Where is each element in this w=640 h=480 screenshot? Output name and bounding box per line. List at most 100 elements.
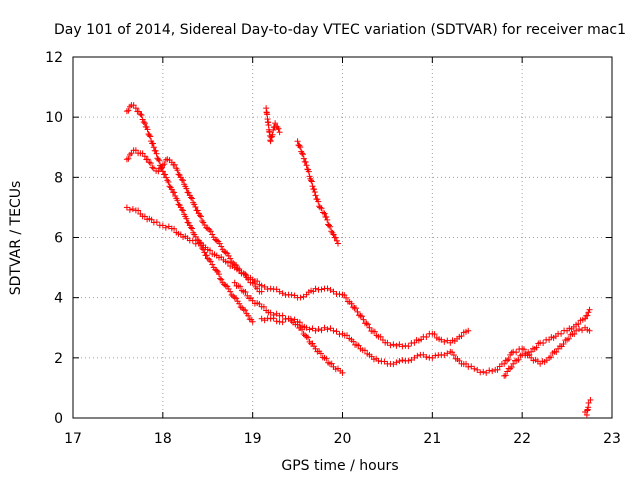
data-point [254, 278, 261, 285]
data-point [204, 225, 211, 232]
data-point [360, 316, 367, 323]
data-point [585, 309, 592, 316]
data-point [183, 185, 190, 192]
data-point [139, 116, 146, 123]
data-point [249, 318, 256, 325]
data-point [222, 282, 229, 289]
data-point [300, 330, 307, 337]
data-point [163, 174, 170, 181]
data-point [270, 315, 277, 322]
data-point [502, 372, 509, 379]
data-point [328, 360, 335, 367]
data-point [584, 312, 591, 319]
data-point [303, 333, 310, 340]
data-point [166, 183, 173, 190]
data-point [308, 177, 315, 184]
data-point [489, 368, 496, 375]
data-point [225, 285, 232, 292]
data-point [505, 356, 512, 363]
data-point [355, 312, 362, 319]
data-point [123, 108, 130, 115]
data-point [227, 288, 234, 295]
data-point [504, 368, 511, 375]
data-point [189, 195, 196, 202]
data-point [571, 331, 578, 338]
data-point [366, 324, 373, 331]
data-point [586, 327, 593, 334]
x-tick-label: 20 [334, 431, 352, 447]
data-point [377, 333, 384, 340]
data-point [200, 219, 207, 226]
data-point [299, 326, 306, 333]
data-point [441, 338, 448, 345]
data-point [390, 341, 397, 348]
data-point [178, 206, 185, 213]
data-point [405, 357, 412, 364]
data-point [533, 344, 540, 351]
data-point [324, 326, 331, 333]
data-point [209, 261, 216, 268]
data-point [349, 304, 356, 311]
data-point [138, 112, 145, 119]
data-point [560, 340, 567, 347]
data-point [217, 275, 224, 282]
data-point [269, 131, 276, 138]
data-point [575, 321, 582, 328]
data-point [540, 340, 547, 347]
y-tick-label: 4 [54, 291, 63, 307]
data-point [270, 127, 277, 134]
data-point [465, 327, 472, 334]
data-point [207, 228, 214, 235]
y-tick-label: 10 [45, 110, 63, 126]
data-point [321, 210, 328, 217]
data-point [236, 300, 243, 307]
data-point [480, 368, 487, 375]
data-point [508, 364, 515, 371]
data-point [162, 171, 169, 178]
data-point [204, 255, 211, 262]
data-point [279, 312, 286, 319]
data-point [305, 168, 312, 175]
data-point [343, 294, 350, 301]
data-point [312, 192, 319, 199]
data-point [576, 326, 583, 333]
data-point [258, 315, 265, 322]
data-point [258, 282, 265, 289]
data-point [171, 189, 178, 196]
data-point [371, 328, 378, 335]
data-point [323, 355, 330, 362]
x-tick-label: 23 [603, 431, 621, 447]
data-point [237, 283, 244, 290]
data-point [132, 105, 139, 112]
data-point [501, 372, 508, 379]
data-point [174, 167, 181, 174]
data-point [494, 366, 501, 373]
x-tick-labels: 17 18 19 20 21 22 23 [64, 431, 621, 447]
data-point [585, 399, 592, 406]
data-point [242, 288, 249, 295]
x-tick-label: 18 [154, 431, 172, 447]
data-point [414, 352, 421, 359]
data-point [350, 338, 357, 345]
data-point [245, 312, 252, 319]
data-point [140, 119, 147, 126]
data-point [553, 349, 560, 356]
data-point [333, 237, 340, 244]
data-point [187, 194, 194, 201]
data-point [196, 212, 203, 219]
data-point [297, 144, 304, 151]
data-point [183, 215, 190, 222]
data-points [123, 102, 594, 418]
y-tick-label: 8 [54, 170, 63, 186]
data-point [150, 144, 157, 151]
data-point [522, 352, 529, 359]
data-point [192, 233, 199, 240]
data-point [324, 216, 331, 223]
data-point [168, 186, 175, 193]
data-point [287, 315, 294, 322]
data-point [587, 396, 594, 403]
data-point [260, 303, 267, 310]
data-point [311, 189, 318, 196]
data-point [242, 272, 249, 279]
